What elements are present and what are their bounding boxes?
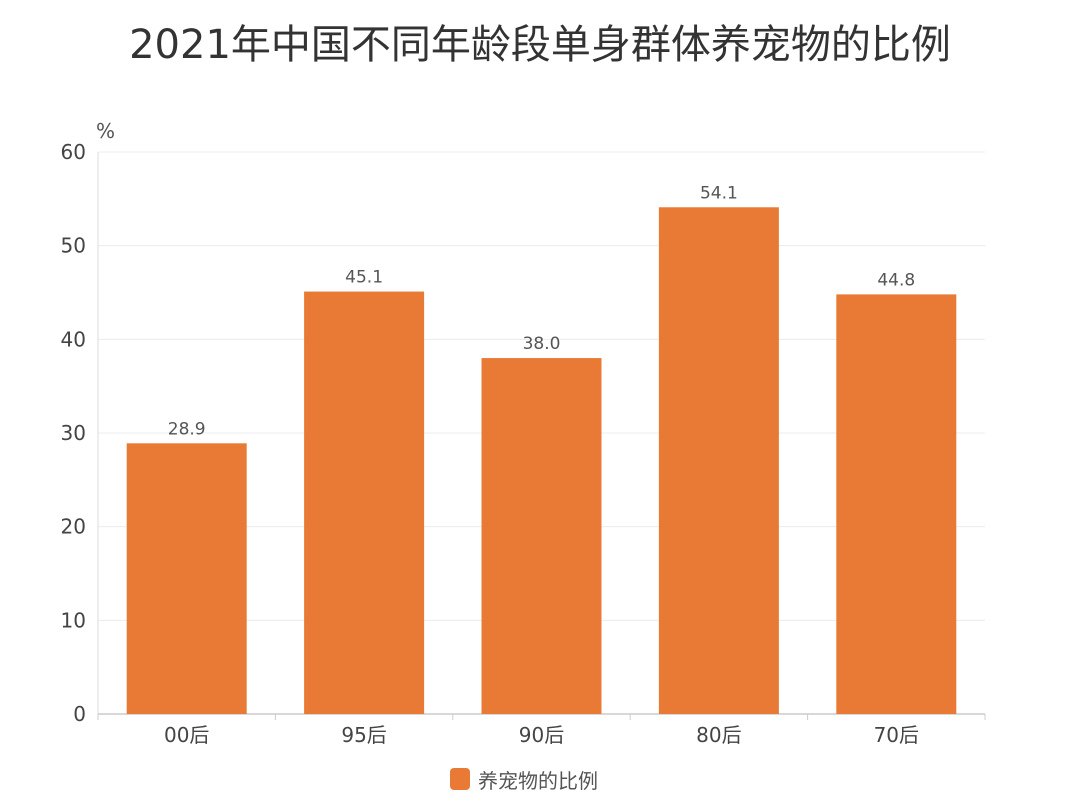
x-tick-label: 90后 <box>519 723 564 747</box>
data-label: 54.1 <box>700 183 738 203</box>
bars <box>126 207 957 714</box>
x-tick-label: 70后 <box>874 723 919 747</box>
data-labels: 28.9 45.1 38.0 54.1 44.8 <box>168 183 915 439</box>
y-axis-unit-label: % <box>96 119 115 143</box>
y-tick-label: 0 <box>73 702 86 726</box>
x-tick-label: 00后 <box>164 723 209 747</box>
legend-label: 养宠物的比例 <box>478 768 598 793</box>
chart-title: 2021年中国不同年龄段单身群体养宠物的比例 <box>129 22 951 68</box>
data-label: 44.8 <box>877 270 915 290</box>
data-label: 28.9 <box>168 419 206 439</box>
bar[interactable] <box>836 294 957 714</box>
bar[interactable] <box>304 291 425 714</box>
data-label: 38.0 <box>523 334 561 354</box>
y-tick-label: 20 <box>61 515 86 539</box>
bar[interactable] <box>658 207 779 714</box>
bar[interactable] <box>126 443 247 714</box>
x-tick-label: 80后 <box>696 723 741 747</box>
x-tick-label: 95后 <box>341 723 386 747</box>
y-tick-label: 30 <box>61 421 86 445</box>
y-tick-label: 50 <box>61 234 86 258</box>
data-label: 45.1 <box>345 268 383 288</box>
bar[interactable] <box>481 358 602 714</box>
y-tick-label: 40 <box>61 327 86 351</box>
y-tick-label: 60 <box>61 140 86 164</box>
legend-swatch <box>450 768 470 790</box>
y-tick-label: 10 <box>61 608 86 632</box>
legend[interactable]: 养宠物的比例 <box>450 764 598 794</box>
